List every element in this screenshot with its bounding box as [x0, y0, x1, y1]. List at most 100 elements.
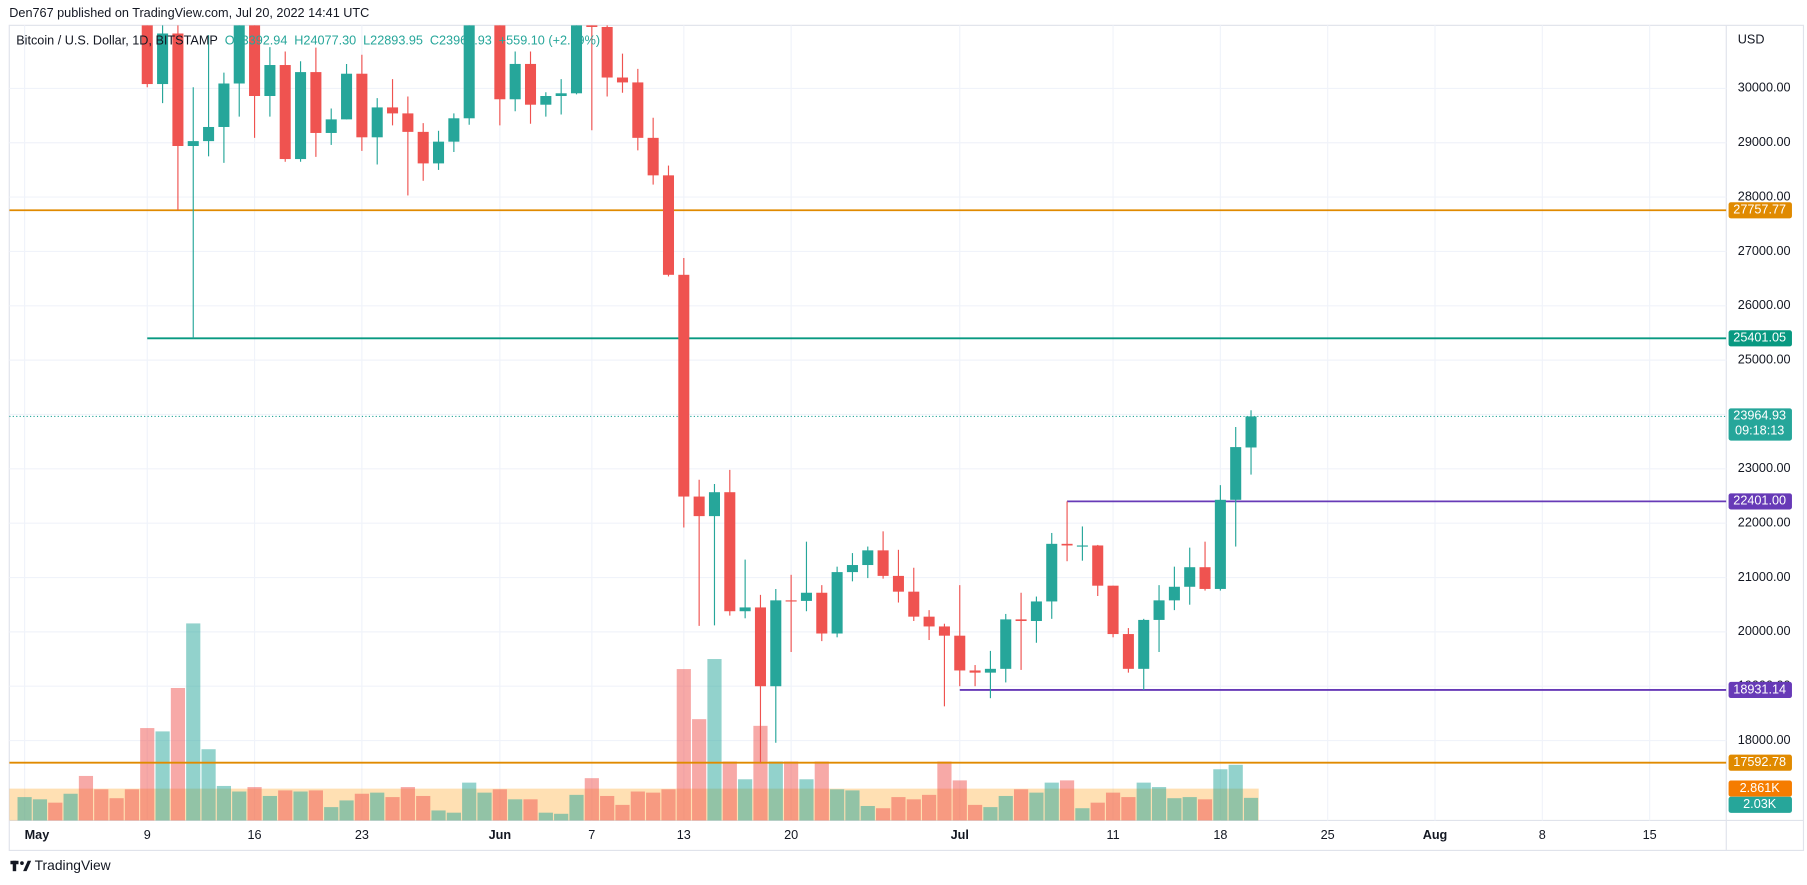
candle-body	[1230, 447, 1242, 500]
volume-bar	[155, 731, 170, 821]
candle-body	[708, 492, 720, 517]
candle-body	[601, 26, 613, 78]
y-tick-label: 23000.00	[1738, 461, 1791, 475]
volume-bar	[32, 799, 48, 821]
level-label: 17592.78	[1733, 755, 1786, 769]
volume-bar	[538, 812, 553, 821]
candle-body	[172, 33, 184, 147]
volume-bar	[1075, 808, 1090, 821]
volume-bar	[845, 790, 860, 821]
candle-body	[1000, 619, 1012, 669]
volume-bar	[799, 779, 814, 821]
volume-bar	[232, 791, 247, 821]
candle-body	[1184, 567, 1196, 587]
footer-logo	[10, 860, 32, 872]
volume-bar	[324, 807, 339, 821]
volume-bar	[814, 761, 829, 821]
volume-bar	[1029, 792, 1044, 821]
level-label: 25401.05	[1733, 331, 1786, 345]
candle-body	[1092, 545, 1104, 586]
candle-body	[647, 137, 659, 176]
volume-bar	[584, 778, 599, 821]
y-tick-label: 30000.00	[1738, 81, 1791, 95]
x-tick-label: 20	[784, 828, 798, 842]
legend-value: C23964.93	[430, 34, 492, 48]
candle-body	[524, 63, 537, 105]
publisher: Den767 published on TradingView.com, Jul…	[9, 6, 369, 20]
volume-bar	[784, 761, 799, 821]
volume-bar	[830, 789, 845, 821]
volume-bar	[968, 804, 983, 821]
axes: 18000.0019000.0020000.0021000.0022000.00…	[25, 81, 1792, 842]
level-label: 18931.14	[1733, 682, 1786, 696]
volume-bar	[124, 789, 140, 821]
candle-body	[1107, 585, 1119, 635]
candle-body	[938, 626, 950, 636]
volume-bar	[201, 749, 216, 821]
volume-bar	[262, 795, 277, 821]
level-label-box	[1728, 493, 1792, 510]
volume-bar	[508, 799, 523, 821]
volume-bar	[492, 789, 507, 821]
candle-body	[356, 73, 368, 138]
level-label-box	[1728, 754, 1792, 771]
volume-bar	[876, 808, 891, 821]
volume-bar	[186, 623, 201, 821]
y-tick-label: 21000.00	[1738, 570, 1791, 584]
volume-bar	[676, 669, 691, 821]
volume-bar	[339, 800, 354, 821]
volume-bar	[1182, 797, 1197, 821]
candle-body	[800, 592, 812, 601]
volume-bar	[952, 780, 967, 821]
candle-body	[555, 93, 567, 97]
candle-body	[877, 550, 889, 576]
x-tick-label: May	[25, 828, 50, 842]
volume-bar	[722, 761, 737, 821]
volume-bar	[385, 797, 400, 821]
candle-body	[785, 600, 797, 602]
candle-body	[341, 73, 353, 120]
candle-body	[540, 96, 552, 105]
candle-body	[1199, 567, 1211, 589]
candle-body	[1030, 601, 1042, 622]
volume-bar	[1197, 799, 1213, 821]
candle-body	[157, 33, 169, 85]
candle-body	[616, 77, 629, 83]
volume-bar	[998, 795, 1013, 821]
candle-body	[586, 25, 598, 27]
volume-bar	[477, 792, 492, 821]
volume-bar	[600, 795, 615, 821]
candle-body	[754, 607, 766, 687]
volume-bar	[293, 791, 308, 821]
volume-bar	[431, 810, 446, 821]
level-label-box	[1728, 681, 1792, 699]
level-label: 27757.77	[1733, 203, 1786, 217]
volume-bar	[1013, 789, 1029, 821]
candle-body	[908, 591, 920, 617]
candle-body	[448, 118, 460, 142]
candle-body	[954, 635, 966, 671]
x-tick-label: 15	[1643, 828, 1657, 842]
volume-bar	[1151, 787, 1167, 821]
candle-body	[1046, 543, 1058, 602]
x-tick-label: 11	[1106, 828, 1119, 842]
volume-bar	[17, 797, 32, 821]
x-tick-label: Jul	[951, 828, 969, 842]
candle-body	[1214, 499, 1226, 589]
symbol-title: Bitcoin / U.S. Dollar, 1D, BITSTAMP	[16, 34, 218, 48]
countdown: 09:18:13	[1735, 424, 1784, 438]
volume-bar	[1213, 769, 1228, 821]
x-tick-label: 8	[1539, 828, 1546, 842]
candle-body	[509, 63, 521, 100]
candle-body	[1015, 619, 1027, 622]
candle-body	[371, 107, 383, 138]
volume-bar	[646, 792, 661, 821]
currency: USD	[1738, 33, 1765, 47]
volume-bar	[370, 792, 385, 821]
candle-body	[279, 65, 291, 160]
candle-body	[678, 274, 690, 497]
volume-bar	[906, 799, 921, 821]
candle-body	[693, 496, 705, 517]
candle-body	[417, 131, 429, 164]
